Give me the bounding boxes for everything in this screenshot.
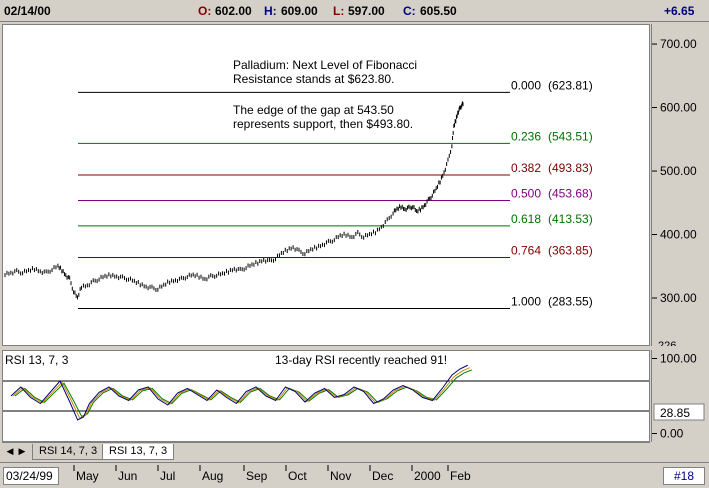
rsi-chart[interactable]: RSI 13, 7, 3 13-day RSI recently reached… xyxy=(2,350,650,442)
annotation-line-2: Resistance stands at $623.80. xyxy=(233,72,394,86)
price-chart-svg: 0.000 (623.81) 0.236 (543.51) 0.382 (493.83) 0… xyxy=(4,58,593,309)
fib-ratio-0.000: 0.000 xyxy=(511,78,541,92)
date-axis-label: Dec xyxy=(372,469,393,483)
close-value: 605.50 xyxy=(420,4,457,18)
low-value: 597.00 xyxy=(348,4,385,18)
fib-ratio-0.618: 0.618 xyxy=(511,212,541,226)
fib-ratio-0.500: 0.500 xyxy=(511,186,541,200)
fib-value-0.764: (363.85) xyxy=(548,243,593,257)
date-axis-bar: 03/24/99 May Jun Jul Aug Sep Oct Nov Dec 2000 Feb… xyxy=(0,462,709,487)
rsi-current-value: 28.85 xyxy=(660,406,690,420)
rsi-line xyxy=(10,364,468,421)
fib-value-0.236: (543.51) xyxy=(548,129,593,143)
tab-scroll-left-icon[interactable]: ◀ xyxy=(6,446,14,456)
tab-scroll-right-icon[interactable]: ▶ xyxy=(18,446,26,456)
date-axis-label: Sep xyxy=(246,469,268,483)
rsi-axis-label: 100.00 xyxy=(660,352,697,366)
date-axis-label: Oct xyxy=(288,469,307,483)
rsi-axis: 100.00 0.00 28.85 xyxy=(651,350,707,442)
rsi-signal-line-1 xyxy=(12,367,470,419)
tab-rsi-14-7-3[interactable]: RSI 14, 7, 3 xyxy=(32,444,105,460)
rsi-title: RSI 13, 7, 3 xyxy=(5,353,69,367)
fib-ratio-1.000: 1.000 xyxy=(511,294,541,308)
date-axis-label: May xyxy=(76,469,99,483)
open-value: 602.00 xyxy=(215,4,252,18)
fib-ratio-0.382: 0.382 xyxy=(511,161,541,175)
open-label: O: xyxy=(198,4,212,18)
fib-ratio-0.764: 0.764 xyxy=(511,243,541,257)
price-axis-label: 600.00 xyxy=(660,101,697,115)
fib-value-0.618: (413.53) xyxy=(548,212,593,226)
date-axis-label: 2000 xyxy=(414,469,441,483)
annotation-line-4: represents support, then $493.80. xyxy=(233,117,413,131)
price-axis-label: 500.00 xyxy=(660,164,697,178)
annotation-line-3: The edge of the gap at 543.50 xyxy=(233,103,394,117)
date-axis-label: Nov xyxy=(330,469,351,483)
date-axis-label: Feb xyxy=(450,469,471,483)
high-value: 609.00 xyxy=(281,4,318,18)
fib-value-0.500: (453.68) xyxy=(548,186,593,200)
date-axis-label: Jul xyxy=(160,469,175,483)
rsi-current-box xyxy=(653,403,705,421)
price-axis-label: 400.00 xyxy=(660,228,697,242)
price-axis-label: 300.00 xyxy=(660,291,697,305)
fib-value-1.000: (283.55) xyxy=(548,294,593,308)
start-date-box[interactable]: 03/24/99 xyxy=(3,467,59,485)
price-chart[interactable]: 0.000 (623.81) 0.236 (543.51) 0.382 (493.83) 0… xyxy=(2,24,650,346)
change-value: +6.65 xyxy=(664,4,695,18)
rsi-signal-line-2 xyxy=(14,369,472,418)
low-label: L: xyxy=(333,4,345,18)
sheet-number[interactable]: #18 xyxy=(663,467,705,485)
quote-date: 02/14/00 xyxy=(4,4,51,18)
rsi-annotation: 13-day RSI recently reached 91! xyxy=(275,353,447,367)
date-axis-svg: May Jun Jul Aug Sep Oct Nov Dec 2000 Feb xyxy=(73,465,471,483)
annotation-line-1: Palladium: Next Level of Fibonacci xyxy=(233,58,417,72)
fib-value-0.000: (623.81) xyxy=(548,78,593,92)
rsi-chart-svg: RSI 13, 7, 3 13-day RSI recently reached… xyxy=(3,353,649,421)
fib-ratio-0.236: 0.236 xyxy=(511,129,541,143)
fib-value-0.382: (493.83) xyxy=(548,161,593,175)
price-axis-label: 700.00 xyxy=(660,37,697,51)
rsi-axis-label: 0.00 xyxy=(660,427,684,441)
price-axis: 700.00 600.00 500.00 400.00 300.00 226 xyxy=(651,24,707,352)
quote-header: 02/14/00 O: 602.00 H: 609.00 L: 597.00 C… xyxy=(0,0,709,22)
rsi-axis-svg: 100.00 0.00 28.85 xyxy=(652,352,705,441)
close-label: C: xyxy=(403,4,416,18)
indicator-tabs: ◀ ▶ RSI 14, 7, 3 RSI 13, 7, 3 xyxy=(2,442,650,460)
price-axis-cutoff-label: 226 xyxy=(658,340,676,346)
price-axis-svg: 700.00 600.00 500.00 400.00 300.00 226 xyxy=(652,37,697,352)
date-axis-label: Jun xyxy=(118,469,137,483)
high-label: H: xyxy=(264,4,277,18)
tab-rsi-13-7-3[interactable]: RSI 13, 7, 3 xyxy=(102,444,175,460)
date-axis-label: Aug xyxy=(202,469,223,483)
